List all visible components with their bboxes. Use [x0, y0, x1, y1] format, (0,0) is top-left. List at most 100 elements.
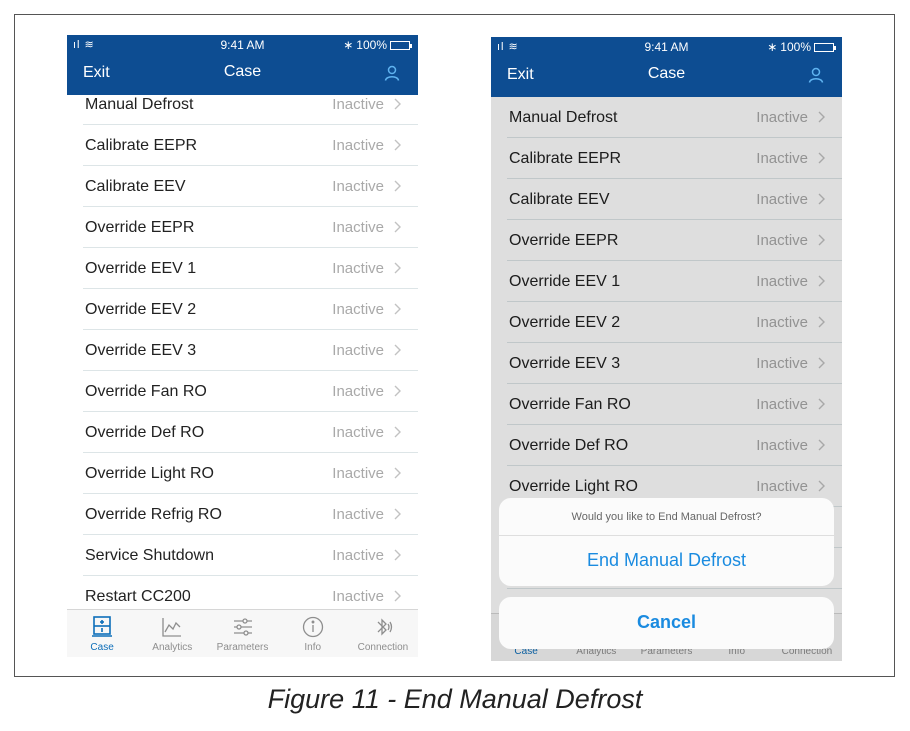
list-item[interactable]: Manual Defrost Inactive: [507, 97, 842, 138]
status-text: Inactive: [332, 506, 384, 523]
user-icon[interactable]: [808, 67, 824, 83]
chevron-right-icon: [814, 397, 828, 411]
list-item-label: Override Fan RO: [85, 383, 207, 400]
status-text: Inactive: [756, 396, 808, 413]
list-item-label: Override Light RO: [509, 478, 638, 495]
list-item-label: Service Shutdown: [85, 547, 214, 564]
list-item[interactable]: Service Shutdown Inactive: [83, 535, 418, 576]
status-time: 9:41 AM: [220, 38, 265, 52]
action-sheet: Would you like to End Manual Defrost? En…: [499, 498, 834, 586]
status-text: Inactive: [332, 260, 384, 277]
case-action-list: Manual Defrost Inactive Calibrate EEPR Inac…: [67, 84, 418, 617]
list-item[interactable]: Override Def RO Inactive: [507, 425, 842, 466]
page-title: Case: [223, 63, 262, 80]
status-bar: ıl ≋ 9:41 AM ∗ 100%: [67, 35, 418, 55]
list-item-label: Manual Defrost: [85, 96, 194, 113]
chevron-right-icon: [814, 356, 828, 370]
tab-case[interactable]: Case: [67, 610, 137, 657]
chevron-right-icon: [814, 110, 828, 124]
figure-caption: Figure 11 - End Manual Defrost: [267, 684, 643, 714]
tab-label: Connection: [781, 646, 833, 657]
list-item[interactable]: Override EEPR Inactive: [83, 207, 418, 248]
list-item-label: Override Light RO: [85, 465, 214, 482]
status-text: Inactive: [332, 547, 384, 564]
action-sheet-message: Would you like to End Manual Defrost?: [499, 498, 834, 536]
status-text: Inactive: [756, 437, 808, 454]
chevron-right-icon: [390, 179, 404, 193]
chevron-right-icon: [390, 548, 404, 562]
tab-label: Info: [728, 646, 746, 657]
list-item[interactable]: Override EEV 3 Inactive: [507, 343, 842, 384]
tab-label: Case: [90, 642, 114, 653]
end-manual-defrost-button[interactable]: End Manual Defrost: [586, 550, 747, 570]
tab-label: Analytics: [152, 642, 193, 653]
status-text: Inactive: [332, 137, 384, 154]
phone-screen-end-defrost-dialog: Manual Defrost Inactive Calibrate EEPR Inac…: [491, 37, 842, 661]
list-item-label: Override Def RO: [509, 437, 629, 454]
chevron-right-icon: [390, 466, 404, 480]
cancel-button[interactable]: Cancel: [499, 597, 834, 649]
list-item-label: Override Refrig RO: [85, 506, 222, 523]
list-item-label: Override EEPR: [509, 232, 619, 249]
list-item[interactable]: Override Light RO Inactive: [83, 453, 418, 494]
figure-frame: [14, 14, 895, 677]
battery-percent: 100%: [356, 38, 387, 52]
list-item[interactable]: Override EEV 2 Inactive: [83, 289, 418, 330]
list-item[interactable]: Override Def RO Inactive: [83, 412, 418, 453]
status-text: Inactive: [756, 191, 808, 208]
tab-label: Analytics: [576, 646, 617, 657]
status-text: Inactive: [756, 150, 808, 167]
status-text: Inactive: [332, 383, 384, 400]
exit-button[interactable]: Exit: [83, 64, 110, 81]
bluetooth-icon: ∗: [767, 40, 778, 54]
status-text: Inactive: [756, 314, 808, 331]
list-item-label: Override EEV 1: [509, 273, 621, 290]
list-item-label: Calibrate EEPR: [85, 137, 198, 154]
tab-connection[interactable]: Connection: [348, 610, 418, 657]
chevron-right-icon: [390, 302, 404, 316]
tab-info[interactable]: Info: [278, 610, 348, 657]
battery-icon: [390, 40, 412, 50]
user-icon[interactable]: [384, 65, 400, 81]
chevron-right-icon: [390, 138, 404, 152]
list-item[interactable]: Override Refrig RO Inactive: [83, 494, 418, 535]
status-text: Inactive: [756, 355, 808, 372]
tab-label: Info: [304, 642, 322, 653]
list-item[interactable]: Override EEV 1 Inactive: [83, 248, 418, 289]
chevron-right-icon: [390, 507, 404, 521]
nav-bar: ıl ≋ 9:41 AM ∗ 100% Exit Case: [67, 35, 418, 95]
chevron-right-icon: [814, 151, 828, 165]
tab-bar: Case Analytics Parameters Info Connection: [67, 609, 418, 657]
tab-parameters[interactable]: Parameters: [207, 610, 277, 657]
list-item-label: Override EEV 2: [85, 301, 197, 318]
list-item[interactable]: Override EEPR Inactive: [507, 220, 842, 261]
status-text: Inactive: [756, 478, 808, 495]
list-item[interactable]: Override Fan RO Inactive: [507, 384, 842, 425]
chevron-right-icon: [814, 479, 828, 493]
chevron-right-icon: [390, 589, 404, 603]
chevron-right-icon: [390, 343, 404, 357]
list-item[interactable]: Calibrate EEPR Inactive: [83, 125, 418, 166]
tab-label: Parameters: [216, 642, 269, 653]
list-item[interactable]: Override EEV 2 Inactive: [507, 302, 842, 343]
list-item[interactable]: Override EEV 1 Inactive: [507, 261, 842, 302]
status-text: Inactive: [756, 232, 808, 249]
list-item[interactable]: Override Fan RO Inactive: [83, 371, 418, 412]
list-item-label: Override EEV 2: [509, 314, 621, 331]
exit-button[interactable]: Exit: [507, 66, 534, 83]
list-item[interactable]: Calibrate EEV Inactive: [83, 166, 418, 207]
battery-icon: [814, 42, 836, 52]
nav-bar: ıl ≋ 9:41 AM ∗ 100% Exit Case: [491, 37, 842, 97]
chevron-right-icon: [814, 315, 828, 329]
bluetooth-icon: ∗: [343, 38, 354, 52]
status-text: Inactive: [332, 178, 384, 195]
status-text: Inactive: [332, 301, 384, 318]
list-item[interactable]: Calibrate EEPR Inactive: [507, 138, 842, 179]
list-item[interactable]: Manual Defrost Inactive: [83, 84, 418, 125]
list-item-label: Calibrate EEV: [509, 191, 610, 208]
list-item-label: Calibrate EEPR: [509, 150, 622, 167]
tab-analytics[interactable]: Analytics: [137, 610, 207, 657]
list-item[interactable]: Calibrate EEV Inactive: [507, 179, 842, 220]
list-item[interactable]: Override EEV 3 Inactive: [83, 330, 418, 371]
list-item-label: Override EEPR: [85, 219, 195, 236]
